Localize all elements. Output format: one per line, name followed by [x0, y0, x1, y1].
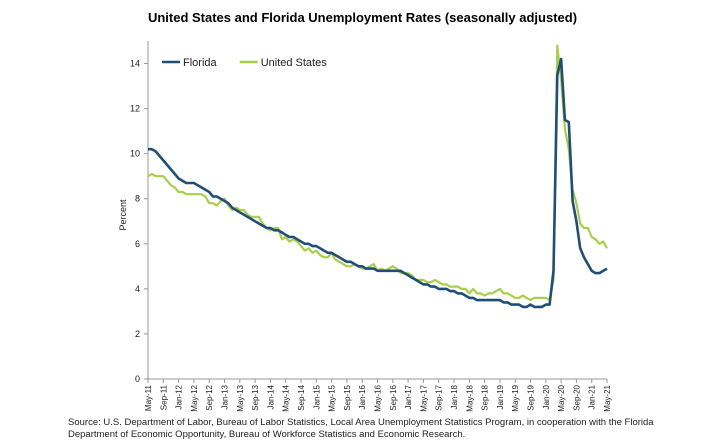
- x-tick-label: May-17: [419, 384, 428, 411]
- y-tick-label: 10: [130, 149, 140, 159]
- y-axis-ticks: 0 2 4 6 8 10 12 14: [130, 59, 148, 384]
- x-axis-ticks: May-11 Sep-11 Jan-12 May-12 Sep-12 Jan-13 May-…: [144, 379, 612, 412]
- series-line-florida: [148, 57, 608, 309]
- chart-title: United States and Florida Unemployment R…: [147, 10, 578, 25]
- x-tick-label: Jan-15: [312, 384, 321, 409]
- x-tick-label: Sep-18: [481, 384, 490, 410]
- y-tick-label: 12: [130, 104, 140, 114]
- x-tick-label: Jan-19: [496, 384, 505, 409]
- x-tick-label: May-14: [282, 384, 291, 411]
- y-axis-title: Percent: [118, 199, 128, 231]
- x-tick-label: Sep-13: [251, 384, 260, 410]
- x-tick-label: Sep-20: [572, 384, 581, 410]
- y-tick-label: 0: [135, 374, 140, 384]
- x-tick-label: May-13: [236, 384, 245, 411]
- x-tick-label: Sep-19: [527, 384, 536, 410]
- y-tick-label: 6: [135, 239, 140, 249]
- x-tick-label: Sep-11: [159, 384, 168, 410]
- x-tick-label: Jan-12: [175, 384, 184, 409]
- x-tick-label: May-18: [465, 384, 474, 411]
- source-note: Source: U.S. Department of Labor, Bureau…: [68, 417, 654, 440]
- x-tick-label: May-12: [190, 384, 199, 411]
- legend-label: Florida: [183, 57, 218, 69]
- x-tick-label: Jan-14: [266, 384, 275, 409]
- x-tick-label: Sep-12: [205, 384, 214, 410]
- y-tick-label: 14: [130, 59, 140, 69]
- x-tick-label: Jan-17: [404, 384, 413, 409]
- legend: Florida United States: [162, 57, 327, 69]
- y-tick-label: 4: [135, 284, 140, 294]
- series-line-united-states: [147, 44, 608, 302]
- x-tick-label: Jan-13: [221, 384, 230, 409]
- y-tick-label: 8: [135, 194, 140, 204]
- x-tick-label: Jan-21: [588, 384, 597, 409]
- x-tick-label: Sep-17: [435, 384, 444, 410]
- x-tick-label: Sep-15: [343, 384, 352, 410]
- x-tick-label: Jan-20: [542, 384, 551, 409]
- x-tick-label: May-20: [557, 384, 566, 411]
- x-tick-label: Jan-16: [358, 384, 367, 409]
- y-tick-label: 2: [135, 329, 140, 339]
- x-tick-label: May-16: [374, 384, 383, 411]
- series-lines: [147, 44, 608, 309]
- x-tick-label: May-15: [328, 384, 337, 411]
- x-tick-label: Sep-16: [389, 384, 398, 410]
- x-tick-label: Sep-14: [297, 384, 306, 410]
- x-tick-label: May-11: [144, 384, 153, 411]
- x-tick-label: May-21: [603, 384, 612, 411]
- legend-label: United States: [261, 57, 328, 69]
- x-tick-label: May-19: [511, 384, 520, 411]
- x-tick-label: Jan-18: [450, 384, 459, 409]
